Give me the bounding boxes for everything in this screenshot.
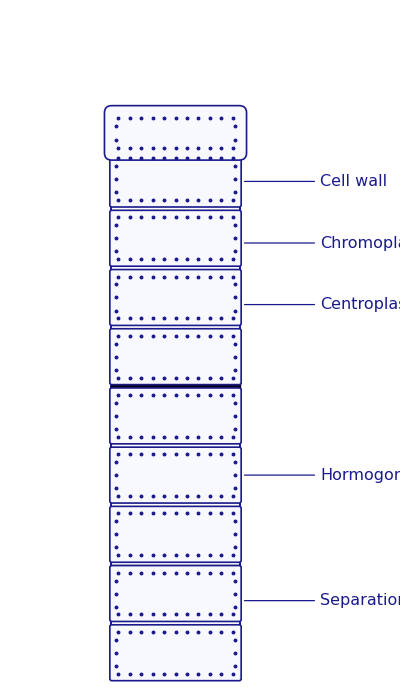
FancyBboxPatch shape (110, 270, 241, 326)
Text: Separation disc: Separation disc (244, 593, 400, 608)
FancyBboxPatch shape (110, 388, 241, 444)
Text: OSCILLATORIA: OSCILLATORIA (42, 13, 358, 50)
FancyBboxPatch shape (110, 210, 241, 266)
Bar (111, 565, 240, 587)
FancyBboxPatch shape (110, 506, 241, 562)
FancyBboxPatch shape (110, 566, 241, 622)
Text: Chromoplasm: Chromoplasm (244, 235, 400, 251)
FancyBboxPatch shape (110, 329, 241, 384)
Bar (111, 382, 240, 403)
Text: Centroplasm: Centroplasm (244, 297, 400, 312)
FancyBboxPatch shape (110, 151, 241, 207)
Text: Hormogone: Hormogone (244, 468, 400, 482)
FancyBboxPatch shape (110, 447, 241, 503)
FancyBboxPatch shape (110, 625, 241, 680)
FancyBboxPatch shape (104, 106, 246, 160)
Text: Cell wall: Cell wall (244, 174, 387, 189)
